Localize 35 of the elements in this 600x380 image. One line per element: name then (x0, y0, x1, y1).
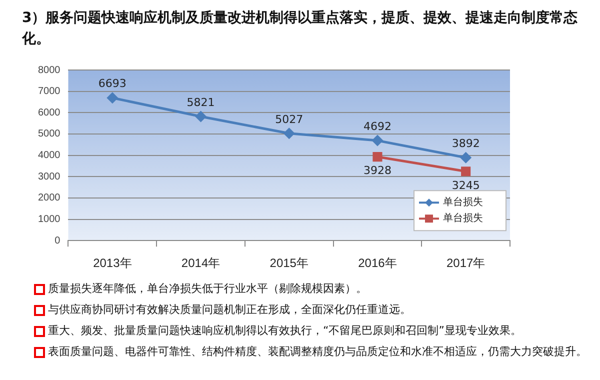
y-tick-label: 1000 (38, 214, 61, 226)
data-label: 5821 (186, 96, 215, 109)
point (372, 135, 383, 146)
x-tick-label: 2014年 (181, 256, 220, 270)
y-tick-label: 2000 (38, 192, 61, 204)
data-label: 6693 (98, 77, 126, 90)
y-tick-label: 4000 (38, 150, 61, 162)
y-tick-label: 7000 (38, 86, 61, 98)
point (461, 166, 471, 176)
point (372, 152, 382, 162)
x-tick-label: 2016年 (358, 256, 397, 270)
y-tick-label: 6000 (38, 107, 61, 118)
data-label: 3245 (452, 178, 480, 192)
x-tick-label: 2015年 (270, 256, 308, 270)
data-label: 3892 (452, 136, 480, 150)
chart-title: 3）服务问题快速响应机制及质量改进机制得以重点落实，提质、提效、提速走向制度常态化。 (22, 8, 579, 49)
legend-label: 单台损失 (443, 196, 483, 208)
y-tick-label: 0 (54, 235, 61, 246)
text: 与供应商协同研讨有效解决质量问题机制正在形成，全面深化仍任重道远。 (48, 303, 411, 317)
text: 表面质量问题、电器件可靠性、结构件精度、装配调整精度仍与品质定位和水准不相适应，仍需大力突破提升。 (48, 345, 587, 359)
y-tick-label: 5000 (38, 128, 61, 140)
data-label: 5027 (275, 112, 304, 126)
y-tick-label: 8000 (38, 64, 61, 76)
point (107, 92, 118, 104)
text: 重大、频发、批量质量问题快速响应机制得以有效执行，“不留尾巴原则和召回制”显现专业效果。 (48, 324, 522, 338)
data-label: 4692 (363, 120, 392, 133)
point (460, 152, 472, 163)
legend-label: 单台损失 (443, 212, 483, 224)
point (196, 111, 206, 122)
point (284, 128, 294, 139)
data-label: 3928 (363, 164, 392, 178)
y-tick-label: 3000 (38, 171, 61, 182)
text: 质量损失逐年降低，单台净损失低于行业水平（剔除规模因素）。 (48, 282, 367, 296)
x-tick-label: 2017年 (446, 256, 486, 270)
x-tick-label: 2013年 (93, 256, 132, 270)
